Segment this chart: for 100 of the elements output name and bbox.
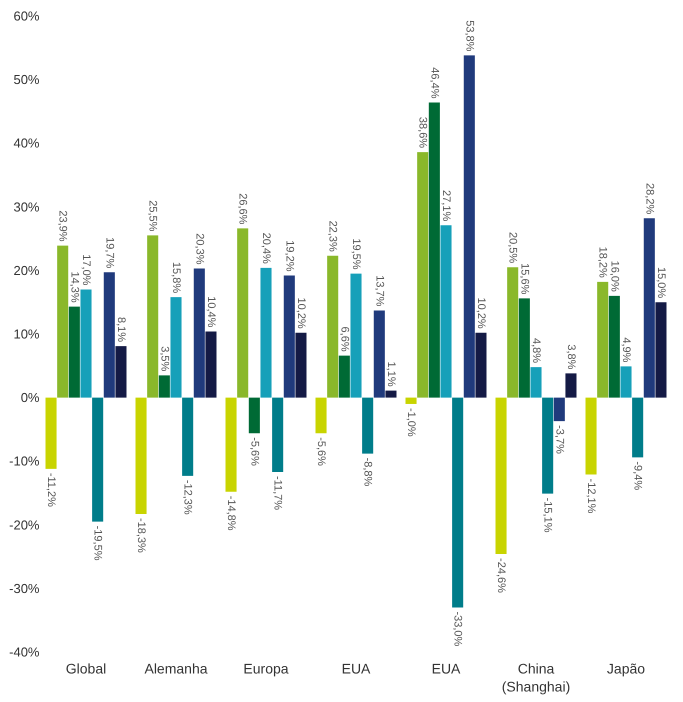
x-tick-label: China (Shanghai) — [502, 660, 570, 694]
data-label: -12,3% — [182, 480, 194, 515]
bar — [226, 398, 237, 492]
data-label: 10,2% — [474, 298, 487, 329]
bar — [565, 373, 576, 398]
bar — [295, 332, 306, 398]
bar — [452, 398, 464, 608]
data-label: 18,2% — [596, 246, 609, 278]
data-label: 25,5% — [146, 200, 159, 232]
data-label: 17,0% — [80, 254, 92, 286]
y-tick-label: 10% — [13, 326, 40, 342]
bar — [205, 331, 216, 398]
bar — [80, 289, 92, 398]
bar — [620, 366, 632, 398]
bar — [507, 267, 518, 398]
bar — [182, 398, 194, 476]
bar — [518, 298, 530, 398]
data-label: -15,1% — [542, 498, 554, 533]
bar — [316, 398, 327, 434]
bar — [248, 398, 260, 434]
bar — [327, 256, 338, 398]
bar — [464, 55, 475, 398]
bar — [440, 225, 452, 398]
data-label: 19,2% — [283, 240, 296, 272]
y-tick-label: -30% — [9, 580, 40, 596]
bar — [92, 398, 104, 522]
data-label: -18,3% — [135, 518, 148, 554]
data-label: 10,2% — [294, 298, 307, 329]
data-label: 13,7% — [373, 275, 386, 307]
data-label: 10,4% — [204, 296, 217, 328]
data-label: 20,5% — [506, 232, 519, 264]
data-label: 4,9% — [620, 337, 632, 363]
data-label: 15,0% — [654, 266, 667, 298]
data-label: 28,2% — [643, 183, 656, 214]
data-label: 22,3% — [326, 220, 339, 252]
data-label: -24,6% — [495, 558, 508, 594]
data-label: 20,3% — [193, 233, 206, 265]
data-label: 6,6% — [338, 326, 350, 352]
data-label: 4,8% — [530, 338, 542, 364]
bar — [260, 268, 272, 398]
bar — [542, 398, 554, 494]
bar — [554, 398, 565, 422]
y-tick-label: 30% — [13, 199, 40, 214]
data-label: -9,4% — [632, 461, 644, 490]
bar — [586, 398, 597, 475]
x-tick-label: Japão — [606, 660, 646, 676]
data-label: 46,4% — [428, 67, 440, 99]
bar — [608, 296, 620, 398]
data-label: 16,0% — [608, 260, 620, 292]
data-label: -11,7% — [272, 476, 284, 510]
bar — [350, 274, 362, 398]
bar — [104, 272, 115, 398]
bar — [170, 297, 182, 398]
data-label: 26,6% — [236, 193, 249, 225]
bar — [385, 390, 396, 398]
bar — [374, 310, 385, 398]
data-label: 53,8% — [463, 20, 476, 52]
bar — [338, 356, 350, 398]
y-tick-label: 60% — [13, 8, 40, 24]
data-label: 19,5% — [350, 238, 362, 270]
data-label: -19,5% — [92, 526, 104, 561]
bar — [57, 246, 68, 398]
bar — [475, 332, 486, 398]
bar — [530, 367, 542, 398]
y-tick-label: 50% — [13, 72, 40, 88]
bar — [136, 398, 147, 514]
data-label: -5,6% — [315, 437, 328, 466]
bar — [115, 346, 126, 398]
data-label: -11,2% — [45, 472, 58, 508]
bar — [158, 375, 170, 398]
bar — [496, 398, 507, 554]
y-tick-label: -20% — [9, 517, 40, 532]
data-label: -33,0% — [452, 611, 464, 647]
bar — [417, 152, 428, 398]
data-label: -14,8% — [225, 496, 238, 531]
data-label: 23,9% — [56, 210, 69, 242]
data-label: 3,5% — [158, 346, 170, 372]
data-label: -12,1% — [585, 478, 598, 514]
data-label: -1,0% — [405, 408, 418, 437]
data-label: 20,4% — [260, 232, 272, 264]
data-label: 3,8% — [564, 344, 577, 370]
data-label: 19,7% — [103, 237, 116, 269]
x-tick-label: Global — [66, 660, 106, 676]
data-label: 14,3% — [68, 271, 80, 303]
data-label: 1,1% — [384, 362, 397, 387]
y-tick-label: 0% — [20, 390, 40, 406]
bar — [46, 398, 57, 469]
data-label: 8,1% — [114, 317, 127, 342]
bar — [362, 398, 374, 454]
bar — [147, 235, 158, 398]
x-tick-label: EUA — [342, 660, 372, 676]
x-tick-label: Alemanha — [144, 660, 208, 676]
bar — [237, 228, 248, 398]
bar — [644, 218, 655, 398]
bar — [428, 102, 440, 398]
data-label: -3,7% — [553, 425, 566, 454]
data-label: 38,6% — [416, 116, 429, 148]
x-tick-label: Europa — [243, 660, 289, 676]
y-tick-label: -10% — [9, 454, 40, 469]
bar — [194, 268, 205, 398]
